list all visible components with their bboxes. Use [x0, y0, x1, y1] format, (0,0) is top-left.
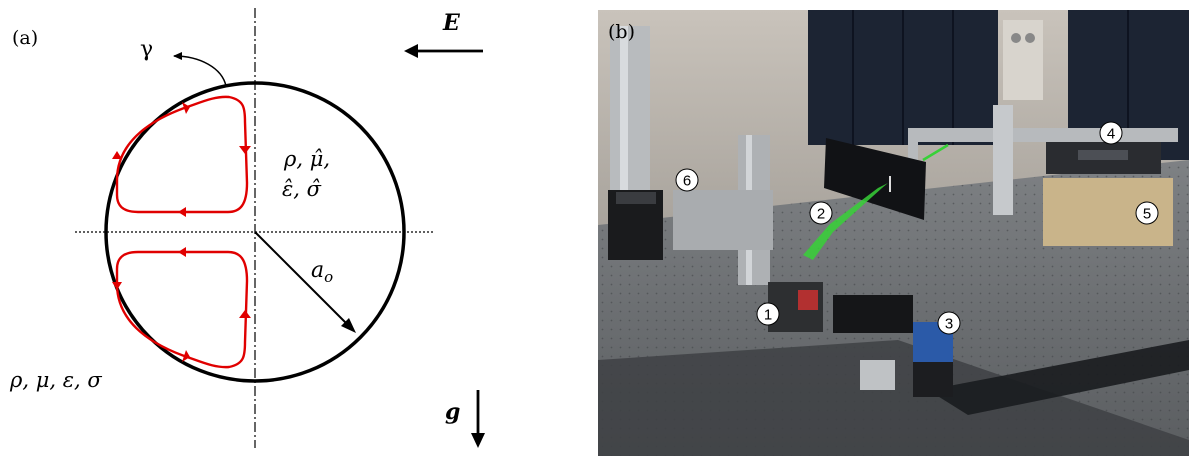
callout-1: 1 [756, 302, 780, 326]
lower-streamline [115, 250, 249, 369]
svg-text:2: 2 [817, 206, 825, 223]
radius-line [254, 231, 351, 328]
upper-stream-arrow [239, 146, 251, 154]
electric-field-label: E [442, 10, 461, 36]
gravity-label: g [445, 399, 460, 425]
svg-text:6: 6 [683, 173, 691, 190]
svg-text:1: 1 [764, 307, 772, 324]
drop-properties-line1: ρ, μ̂, [283, 147, 330, 171]
drop-interface [104, 81, 406, 383]
black-screen [824, 138, 926, 220]
drop-properties-line2: ε̂, σ̂ [282, 177, 322, 201]
gravity-arrowhead [471, 433, 485, 448]
lower-stream-arrow [239, 310, 251, 318]
upper-streamline [115, 95, 249, 214]
ambient-properties: ρ, μ, ε, σ [9, 368, 102, 392]
aluminum-post [610, 26, 650, 216]
gamma-arrow [173, 52, 227, 87]
callout-4: 4 [1099, 121, 1123, 145]
experiment-photo: (b) 1 2 3 4 5 6 [598, 10, 1189, 456]
lower-stream-arrow [178, 247, 186, 257]
laser-sheet [803, 183, 888, 260]
panel-a-label: (a) [12, 27, 38, 49]
upper-stream-arrow [178, 207, 186, 217]
upper-stream-arrow [112, 151, 122, 159]
svg-text:3: 3 [945, 316, 953, 333]
svg-text:4: 4 [1107, 126, 1115, 143]
lower-stream-arrow [182, 350, 190, 362]
callout-3: 3 [937, 311, 961, 335]
radius-label: ao [311, 258, 333, 286]
camera-lens [833, 295, 913, 333]
radius-arrowhead [341, 318, 356, 333]
panel-b-label: (b) [608, 21, 635, 43]
callout-2: 2 [809, 201, 833, 225]
electric-field-arrowhead [404, 44, 418, 58]
drop-schematic: (a) γ E ρ, μ̂, ε̂, σ̂ ao ρ, μ, ε, σ g [9, 8, 485, 448]
callout-6: 6 [675, 168, 699, 192]
callout-5: 5 [1135, 201, 1159, 225]
svg-text:5: 5 [1143, 206, 1151, 223]
upper-stream-arrow [182, 102, 190, 114]
lower-stream-arrow [112, 282, 122, 290]
surface-tension-symbol: γ [140, 37, 153, 62]
